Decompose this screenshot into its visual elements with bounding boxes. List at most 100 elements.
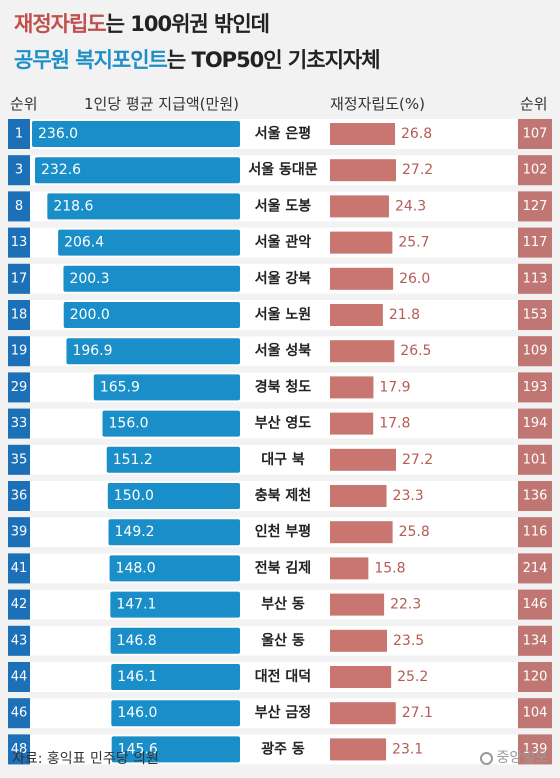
rank-right-label: 104 (523, 706, 548, 721)
rank-left-box (8, 589, 30, 620)
rank-left-label: 42 (11, 597, 28, 612)
amount-bar (102, 410, 240, 437)
amount-value-label: 232.6 (41, 162, 81, 178)
fiscal-bar (330, 159, 396, 182)
logo-circle-icon (480, 752, 494, 765)
amount-value-label: 206.4 (64, 235, 104, 251)
rank-right-label: 153 (523, 308, 548, 323)
rank-right-label: 134 (523, 633, 548, 648)
amount-bar (107, 483, 241, 509)
rank-left-label: 39 (11, 525, 28, 540)
category-label: 서울 강북 (255, 270, 312, 287)
rank-right-label: 101 (523, 452, 548, 467)
rank-right-box (518, 589, 552, 620)
rank-left-box (8, 191, 30, 222)
rank-right-box (518, 625, 552, 656)
header-amount: 1인당 평균 지급액(만원) (84, 95, 239, 113)
amount-value-label: 151.2 (113, 452, 153, 468)
fiscal-value-label: 22.3 (390, 597, 421, 613)
fiscal-value-label: 26.5 (400, 343, 431, 359)
rank-right-label: 107 (523, 127, 548, 142)
fiscal-value-label: 26.0 (399, 271, 430, 287)
rank-right-label: 194 (523, 416, 548, 431)
amount-bar (110, 591, 240, 618)
category-label: 서울 성북 (255, 342, 312, 359)
rank-right-label: 214 (523, 561, 548, 576)
fiscal-value-label: 25.7 (398, 235, 429, 251)
category-label: 전북 김제 (255, 559, 311, 576)
category-label: 부산 금정 (255, 704, 311, 721)
rank-left-box (8, 444, 30, 475)
rank-left-label: 35 (11, 452, 28, 467)
rank-left-box (8, 408, 30, 439)
rank-right-box (518, 517, 552, 548)
amount-bar (34, 157, 240, 184)
rank-left-label: 46 (11, 706, 28, 721)
rank-right-label: 120 (523, 670, 548, 685)
category-label: 서울 은평 (255, 125, 311, 142)
amount-value-label: 145.6 (118, 741, 158, 757)
rank-right-box (518, 372, 552, 403)
fiscal-bar (330, 448, 396, 471)
source-note: 자료: 홍익표 민주당 의원 (12, 751, 159, 767)
rank-left-label: 8 (15, 199, 23, 214)
fiscal-bar (330, 267, 394, 290)
amount-value-label: 149.2 (115, 524, 155, 540)
rank-right-box (518, 734, 552, 765)
fiscal-value-label: 17.9 (379, 379, 410, 395)
rank-left-box (8, 625, 30, 656)
title-rest-1: 는 100위권 밖인데 (105, 12, 270, 36)
category-label: 대구 북 (261, 452, 305, 468)
amount-value-label: 148.0 (116, 560, 156, 576)
rank-right-box (518, 408, 552, 439)
rank-right-label: 102 (523, 163, 548, 178)
amount-value-label: 147.1 (116, 597, 156, 613)
fiscal-value-label: 23.3 (393, 488, 424, 504)
rank-right-label: 117 (523, 235, 548, 250)
amount-bar (108, 519, 240, 546)
category-label: 충북 제천 (255, 488, 311, 504)
amount-value-label: 218.6 (53, 198, 93, 214)
fiscal-bar (330, 231, 393, 254)
fiscal-value-label: 26.8 (401, 126, 432, 142)
fiscal-value-label: 23.5 (393, 633, 424, 649)
fiscal-value-label: 24.3 (395, 198, 426, 214)
amount-value-label: 146.0 (117, 705, 157, 721)
amount-value-label: 146.1 (117, 669, 157, 685)
rank-left-label: 1 (15, 127, 23, 142)
rank-left-box (8, 263, 30, 294)
category-label: 경북 청도 (255, 378, 312, 395)
category-label: 서울 노원 (255, 306, 311, 323)
row-background (30, 734, 518, 765)
amount-bar (109, 555, 240, 582)
rank-right-box (518, 300, 552, 330)
category-label: 대전 대덕 (255, 668, 311, 685)
rank-right-box (518, 444, 552, 475)
amount-bar (47, 193, 240, 220)
rank-right-label: 127 (523, 199, 548, 214)
rank-left-box (8, 119, 30, 149)
rank-right-label: 193 (523, 380, 548, 395)
fiscal-value-label: 17.8 (379, 416, 410, 432)
title-rest-2: 는 TOP50인 기초지자체 (166, 48, 381, 72)
fiscal-value-label: 27.2 (402, 162, 433, 178)
rank-left-label: 33 (11, 416, 28, 431)
rank-left-label: 3 (15, 163, 23, 178)
amount-bar (111, 736, 240, 763)
rank-right-box (518, 553, 552, 584)
fiscal-value-label: 21.8 (389, 307, 420, 323)
amount-bar (32, 121, 240, 147)
amount-value-label: 200.3 (69, 271, 109, 287)
fiscal-bar (330, 629, 388, 652)
fiscal-bar (330, 340, 395, 363)
rank-left-label: 17 (11, 271, 28, 286)
fiscal-bar (330, 738, 387, 761)
rank-right-box (518, 227, 552, 258)
rank-left-box (8, 372, 30, 403)
logo-text: 중앙일보 (496, 750, 548, 766)
rank-right-label: 139 (523, 742, 548, 757)
amount-value-label: 200.0 (70, 307, 110, 323)
rank-left-label: 43 (11, 633, 28, 648)
rank-right-box (518, 263, 552, 294)
